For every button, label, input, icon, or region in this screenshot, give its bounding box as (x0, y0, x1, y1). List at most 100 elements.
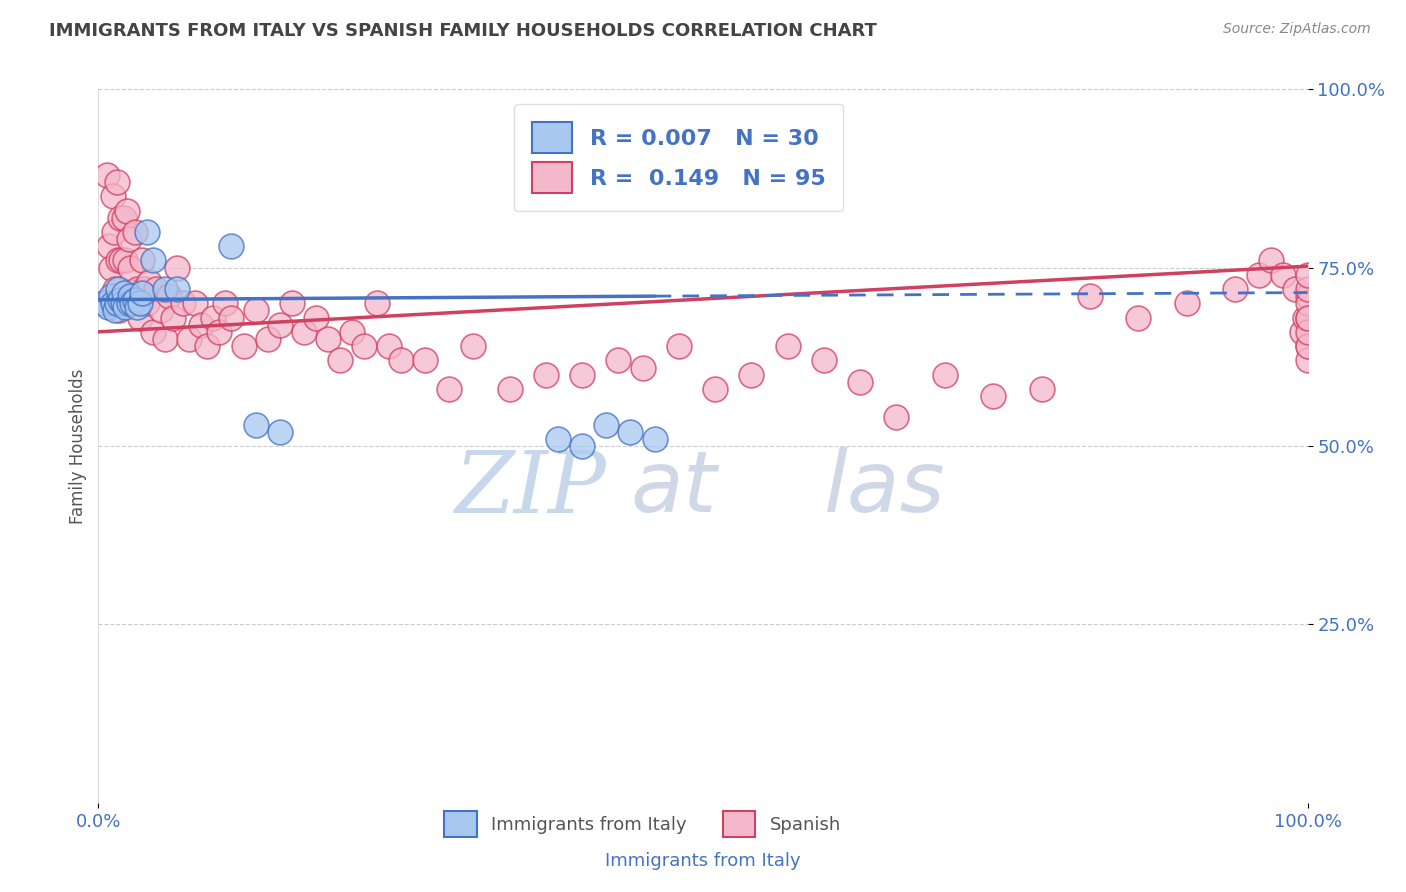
Point (232, 339, 254, 353)
Point (813, 353, 835, 368)
Point (112, 285, 135, 300)
Point (353, 339, 375, 353)
Point (1296, 289, 1319, 303)
Point (179, 332, 201, 346)
Point (269, 425, 291, 439)
Point (157, 289, 180, 303)
Point (1272, 268, 1295, 282)
Point (108, 211, 131, 225)
Point (1296, 310, 1319, 325)
Point (1294, 310, 1316, 325)
Point (1175, 296, 1198, 310)
Point (389, 353, 412, 368)
Point (934, 368, 956, 382)
Point (981, 389, 1004, 403)
Point (93, 296, 115, 310)
Point (98, 239, 121, 253)
Point (153, 282, 176, 296)
Point (111, 296, 134, 310)
Point (118, 260, 141, 275)
Point (128, 296, 150, 310)
Point (101, 189, 124, 203)
Point (221, 239, 243, 253)
Point (1296, 282, 1319, 296)
Point (153, 332, 176, 346)
Point (547, 432, 569, 446)
Point (704, 382, 727, 396)
Point (135, 225, 157, 239)
Text: Source: ZipAtlas.com: Source: ZipAtlas.com (1223, 22, 1371, 37)
Point (245, 417, 267, 432)
Point (1296, 339, 1319, 353)
Point (534, 368, 557, 382)
Point (115, 296, 138, 310)
Point (97, 300, 120, 314)
Point (121, 296, 143, 310)
Point (1284, 282, 1306, 296)
Point (128, 310, 150, 325)
Point (245, 303, 267, 318)
Point (190, 318, 212, 332)
Point (150, 303, 173, 318)
Point (1296, 268, 1319, 282)
Point (776, 339, 799, 353)
Point (93, 296, 115, 310)
Point (256, 332, 278, 346)
Point (96, 168, 118, 182)
Point (1249, 268, 1271, 282)
Point (366, 296, 388, 310)
Point (107, 253, 129, 268)
Point (342, 325, 364, 339)
Point (114, 253, 136, 268)
Point (124, 225, 146, 239)
Point (305, 310, 328, 325)
Point (172, 296, 194, 310)
Point (463, 339, 485, 353)
Point (292, 325, 315, 339)
Point (1296, 339, 1319, 353)
Point (105, 175, 128, 189)
Point (108, 293, 131, 307)
Point (105, 296, 128, 310)
Point (644, 432, 666, 446)
Point (103, 225, 125, 239)
Point (127, 300, 149, 314)
Point (117, 203, 139, 218)
Point (377, 339, 399, 353)
Point (498, 382, 520, 396)
Y-axis label: Family Households: Family Households (69, 368, 87, 524)
Point (184, 296, 207, 310)
Point (1296, 353, 1319, 368)
Point (104, 303, 127, 318)
Point (110, 253, 132, 268)
Point (281, 296, 304, 310)
Point (127, 282, 149, 296)
Point (100, 289, 122, 303)
Point (118, 296, 141, 310)
Point (886, 410, 908, 425)
Text: at: at (630, 447, 717, 531)
Point (571, 368, 593, 382)
Point (107, 282, 129, 296)
Point (195, 339, 218, 353)
Point (1223, 282, 1246, 296)
Point (142, 253, 165, 268)
Point (1260, 253, 1282, 268)
Point (134, 282, 156, 296)
Point (121, 296, 143, 310)
Point (166, 282, 188, 296)
Point (571, 439, 593, 453)
Point (208, 325, 231, 339)
Point (114, 300, 136, 314)
Legend: Immigrants from Italy, Spanish: Immigrants from Italy, Spanish (437, 804, 848, 844)
Point (135, 296, 157, 310)
Point (104, 282, 127, 296)
Point (111, 296, 134, 310)
Text: las: las (824, 447, 945, 531)
Point (112, 211, 135, 225)
Point (124, 293, 146, 307)
Point (740, 368, 762, 382)
Text: IMMIGRANTS FROM ITALY VS SPANISH FAMILY HOUSEHOLDS CORRELATION CHART: IMMIGRANTS FROM ITALY VS SPANISH FAMILY … (49, 22, 877, 40)
Point (1291, 325, 1313, 339)
Point (1078, 289, 1101, 303)
